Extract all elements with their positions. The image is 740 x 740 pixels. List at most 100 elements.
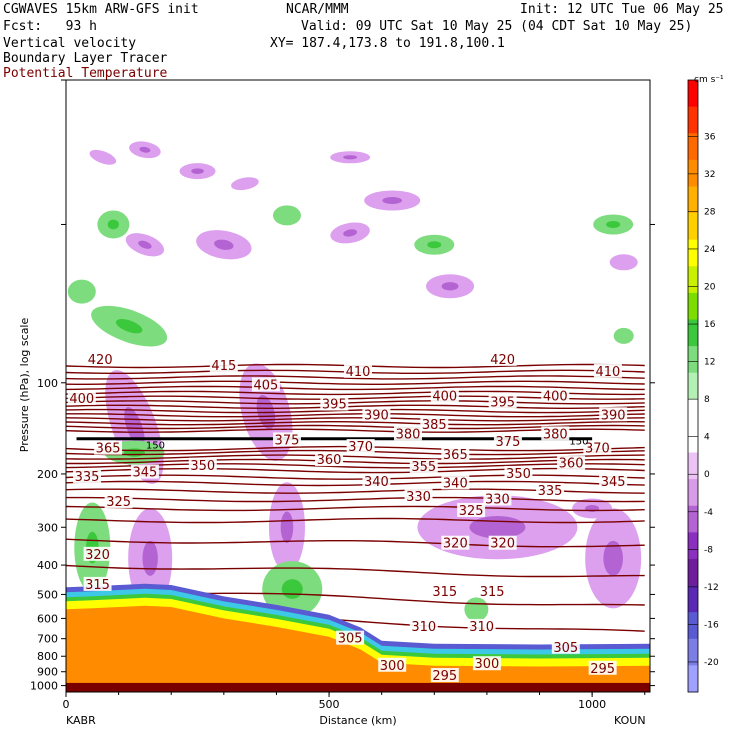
velocity-core bbox=[124, 407, 145, 447]
theta-label-bg bbox=[272, 432, 301, 447]
theta-label-bg bbox=[441, 475, 470, 490]
theta-label: 395 bbox=[322, 398, 347, 413]
theta-label-bg bbox=[430, 583, 459, 598]
theta-contour bbox=[66, 517, 645, 524]
colorbar-swatch bbox=[688, 505, 698, 533]
colorbar-swatch bbox=[688, 479, 698, 507]
theta-contour bbox=[66, 413, 645, 418]
theta-contour bbox=[66, 417, 645, 422]
velocity-core bbox=[138, 240, 152, 249]
colorbar-swatch bbox=[688, 213, 698, 241]
colorbar-swatch bbox=[688, 612, 698, 640]
y-tick-label: 100 bbox=[37, 377, 58, 390]
theta-contour bbox=[66, 564, 645, 578]
theta-label-bg bbox=[94, 440, 123, 455]
theta-label-bg bbox=[483, 491, 512, 506]
theta-label-bg bbox=[346, 439, 375, 454]
theta-label-bg bbox=[583, 440, 612, 455]
theta-label-bg bbox=[409, 459, 438, 474]
tropopause-label: 150 bbox=[569, 436, 588, 447]
theta-label-bg bbox=[599, 474, 628, 489]
y-tick-label: 500 bbox=[37, 588, 58, 601]
theta-label-bg bbox=[188, 457, 217, 472]
theta-label-bg bbox=[393, 426, 422, 441]
theta-label-bg bbox=[441, 446, 470, 461]
colorbar-swatch bbox=[688, 665, 698, 693]
header-org: NCAR/MMM bbox=[286, 2, 349, 17]
theta-label-bg bbox=[320, 396, 349, 411]
colorbar-swatch bbox=[688, 399, 698, 427]
theta-contour bbox=[66, 404, 645, 409]
velocity-region bbox=[89, 149, 117, 165]
theta-label: 315 bbox=[432, 585, 457, 600]
theta-label: 350 bbox=[506, 467, 531, 482]
theta-label: 390 bbox=[364, 408, 389, 423]
x-tick-label: 0 bbox=[63, 698, 70, 711]
colorbar-tick-label: -8 bbox=[704, 545, 713, 555]
theta-label: 400 bbox=[432, 390, 457, 405]
theta-label: 370 bbox=[348, 440, 373, 455]
theta-label: 320 bbox=[490, 537, 515, 552]
theta-label: 345 bbox=[601, 475, 626, 490]
theta-label-bg bbox=[209, 357, 238, 372]
theta-label: 320 bbox=[85, 548, 110, 563]
theta-label: 365 bbox=[443, 448, 468, 463]
velocity-core bbox=[469, 516, 526, 539]
velocity-core bbox=[281, 579, 303, 599]
theta-label: 395 bbox=[490, 395, 515, 410]
velocity-region bbox=[609, 254, 638, 271]
theta-label-bg bbox=[593, 363, 622, 378]
colorbar-tick-label: 24 bbox=[704, 245, 716, 255]
velocity-core bbox=[123, 448, 145, 457]
theta-label: 325 bbox=[106, 495, 131, 510]
theta-label: 355 bbox=[411, 460, 436, 475]
theta-label: 345 bbox=[133, 466, 158, 481]
theta-label-bg bbox=[404, 488, 433, 503]
theta-label-bg bbox=[441, 535, 470, 550]
theta-label-bg bbox=[86, 351, 115, 366]
velocity-region bbox=[464, 597, 489, 622]
colorbar-tick-label: -20 bbox=[704, 658, 719, 668]
theta-label-bg bbox=[409, 618, 438, 633]
x-axis: 0 500 1000 bbox=[63, 692, 646, 711]
theta-label: 325 bbox=[459, 504, 484, 519]
colorbar-unit-label: cm s⁻¹ bbox=[694, 75, 724, 85]
theta-label-bg bbox=[478, 583, 507, 598]
theta-label-bg bbox=[504, 465, 533, 480]
tropopause-label: 150 bbox=[146, 441, 165, 452]
theta-contour bbox=[66, 408, 645, 414]
theta-contour bbox=[66, 380, 645, 385]
colorbar-swatch bbox=[688, 346, 698, 374]
colorbar-swatch bbox=[688, 372, 698, 400]
theta-label-bg bbox=[362, 407, 391, 422]
y-tick-label: 900 bbox=[37, 666, 58, 679]
x-tick-label: 1000 bbox=[578, 698, 606, 711]
colorbar-tick-label: 32 bbox=[704, 170, 715, 180]
colorbar-swatch bbox=[688, 266, 698, 294]
theta-contour bbox=[66, 538, 645, 548]
theta-label: 310 bbox=[469, 620, 494, 635]
theta-label: 305 bbox=[338, 632, 363, 647]
colorbar-tick-label: 8 bbox=[704, 395, 710, 405]
y-axis-label: Pressure (hPa), log scale bbox=[18, 318, 31, 453]
theta-label-bg bbox=[488, 351, 517, 366]
theta-label-bg bbox=[336, 630, 365, 645]
theta-label: 330 bbox=[406, 490, 431, 505]
velocity-region bbox=[67, 279, 96, 304]
colorbar-tick-label: -12 bbox=[704, 583, 719, 593]
plot-area: 420 415 410 420 410 400 405 400 395 400 395 390 390 3… bbox=[66, 141, 650, 692]
velocity-core bbox=[214, 239, 234, 250]
colorbar-tick-label: 4 bbox=[704, 433, 710, 443]
theta-label: 300 bbox=[380, 659, 405, 674]
colorbar-tick-label: 0 bbox=[704, 470, 710, 480]
theta-contour bbox=[66, 467, 645, 474]
theta-label: 305 bbox=[553, 641, 578, 656]
colorbar-tick-label: -4 bbox=[704, 508, 713, 518]
theta-label-bg bbox=[315, 452, 344, 467]
colorbar-frame bbox=[687, 79, 699, 693]
theta-label: 350 bbox=[190, 459, 215, 474]
theta-label-bg bbox=[430, 668, 459, 683]
theta-label: 410 bbox=[346, 365, 371, 380]
theta-label: 360 bbox=[559, 457, 584, 472]
